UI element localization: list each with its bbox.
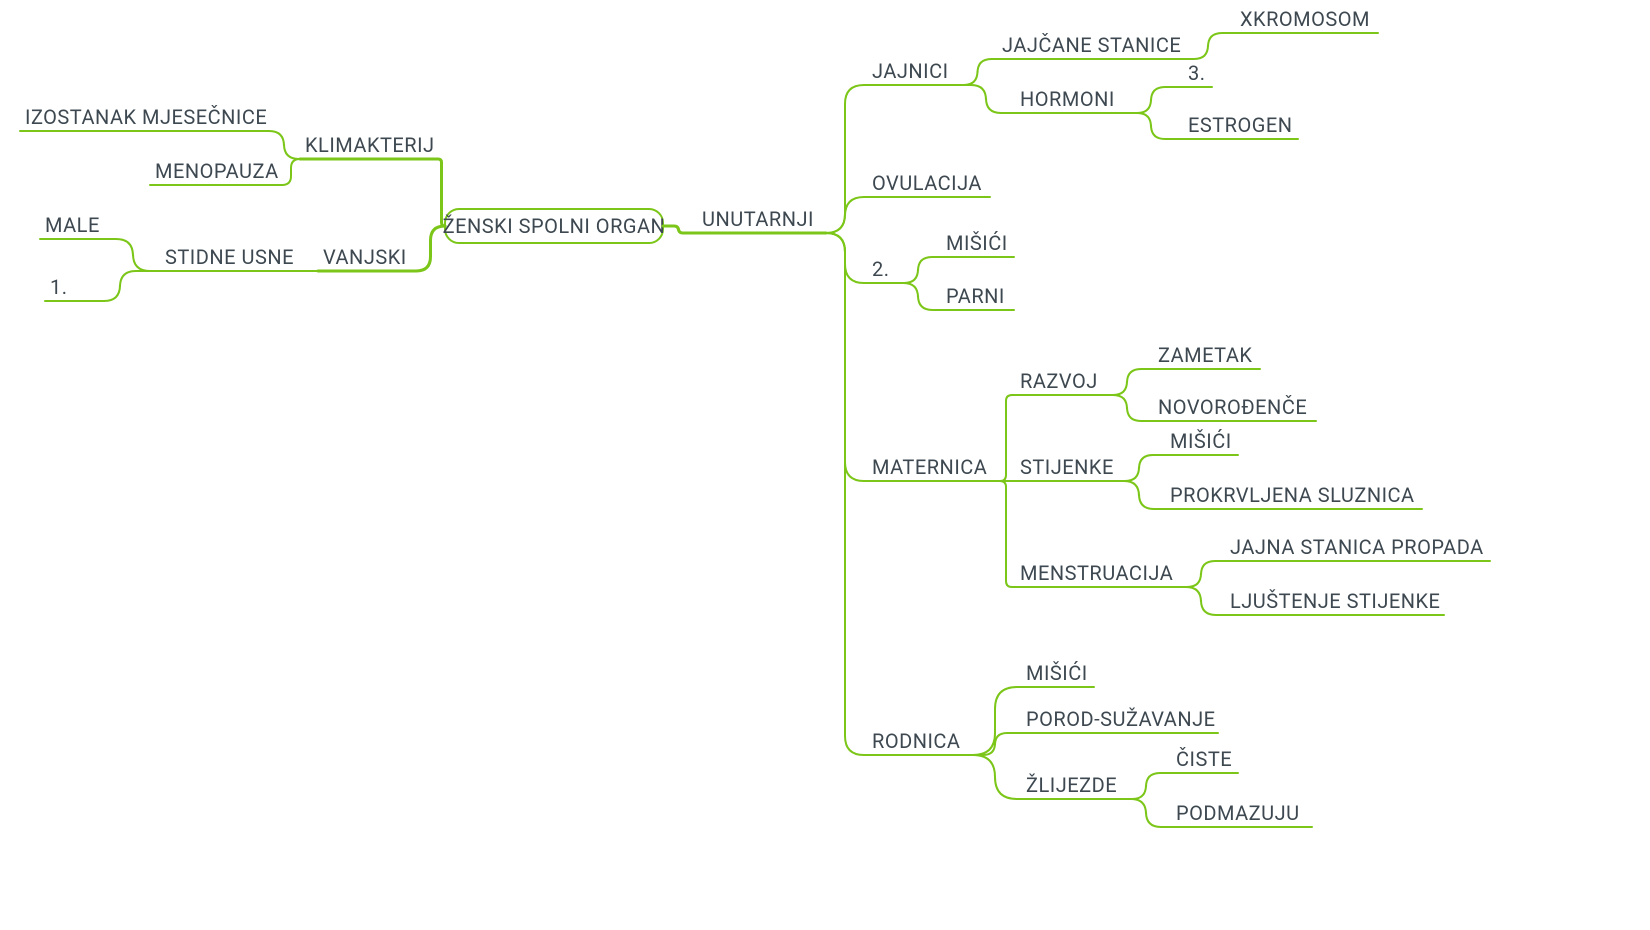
connector: [1184, 33, 1232, 59]
connector: [960, 59, 995, 85]
connector: [1116, 455, 1162, 481]
connector: [960, 85, 1012, 113]
node-label: MIŠIĆI: [1026, 661, 1088, 685]
connector: [1104, 395, 1150, 421]
node-label: PROKRVLJENA SLUZNICA: [1170, 483, 1415, 507]
connector: [1000, 395, 1012, 481]
node-label: PODMAZUJU: [1176, 801, 1300, 825]
node-label: XKROMOSOM: [1240, 7, 1370, 31]
node-label: LJUŠTENJE STIJENKE: [1230, 589, 1440, 613]
node-label: ŽLIJEZDE: [1026, 773, 1117, 797]
connector: [1180, 561, 1222, 587]
node-label: JAJNA STANICA PROPADA: [1230, 535, 1484, 559]
connector: [268, 131, 300, 159]
node-label: STIJENKE: [1020, 455, 1114, 479]
node-label: RAZVOJ: [1020, 369, 1098, 393]
connector: [972, 755, 1018, 799]
node-label: OVULACIJA: [872, 171, 982, 195]
node-label: 3.: [1188, 61, 1206, 85]
root-label: ŽENSKI SPOLNI ORGAN: [443, 214, 666, 238]
node-label: RODNICA: [872, 729, 960, 753]
node-label: ČISTE: [1176, 747, 1232, 771]
node-label: MATERNICA: [872, 455, 987, 479]
connector: [826, 233, 864, 755]
node-label: ESTROGEN: [1188, 113, 1293, 137]
connector: [282, 159, 300, 185]
node-label: POROD-SUŽAVANJE: [1026, 707, 1215, 731]
connector: [1122, 87, 1180, 113]
node-label: IZOSTANAK MJESEČNICE: [25, 105, 267, 129]
node-label: NOVOROĐENČE: [1158, 395, 1307, 419]
connector: [1000, 481, 1012, 587]
connector: [663, 226, 694, 233]
node-label: MIŠIĆI: [946, 231, 1008, 255]
node-label: MENSTRUACIJA: [1020, 561, 1173, 585]
connector: [80, 271, 160, 301]
node-label: JAJNICI: [872, 59, 949, 83]
node-label: STIDNE USNE: [165, 245, 294, 269]
connector: [1180, 587, 1222, 615]
connector: [106, 239, 160, 271]
mindmap-canvas: ŽENSKI SPOLNI ORGAN KLIMAKTERIJ IZOSTANAK …: [0, 0, 1650, 930]
node-label: 1.: [50, 275, 68, 299]
node-label: HORMONI: [1020, 87, 1115, 111]
connector: [1104, 369, 1150, 395]
connector: [416, 226, 445, 271]
connector: [1122, 113, 1180, 139]
connector: [1116, 481, 1162, 509]
connector: [1124, 799, 1168, 827]
connector: [898, 257, 938, 283]
connector: [898, 283, 938, 310]
node-label: UNUTARNJI: [702, 207, 814, 231]
node-label: MENOPAUZA: [155, 159, 279, 183]
node-label: ZAMETAK: [1158, 343, 1252, 367]
node-label: MALE: [45, 213, 100, 237]
node-label: MIŠIĆI: [1170, 429, 1232, 453]
node-label: KLIMAKTERIJ: [305, 133, 435, 157]
node-label: JAJČANE STANICE: [1002, 33, 1181, 57]
node-label: PARNI: [946, 284, 1005, 308]
node-label: 2.: [872, 257, 890, 281]
node-label: VANJSKI: [323, 245, 407, 269]
connector: [1124, 773, 1168, 799]
